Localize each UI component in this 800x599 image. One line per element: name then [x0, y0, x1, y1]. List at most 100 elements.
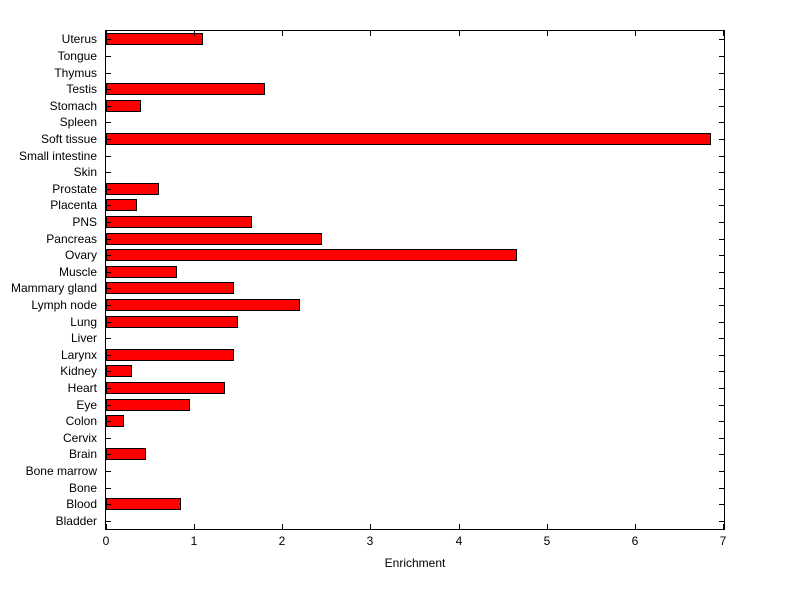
- x-tick-mark: [106, 524, 107, 529]
- y-tick-mark: [719, 73, 724, 74]
- y-tick-mark: [106, 39, 111, 40]
- y-tick-mark: [106, 205, 111, 206]
- y-axis-label-spleen: Spleen: [59, 115, 97, 129]
- y-tick-mark: [719, 438, 724, 439]
- x-tick-label-6: 6: [631, 534, 639, 548]
- x-tick-label-3: 3: [366, 534, 374, 548]
- y-tick-mark: [719, 405, 724, 406]
- y-tick-mark: [719, 272, 724, 273]
- bar-stomach: [106, 100, 141, 112]
- y-axis-label-eye: Eye: [76, 398, 97, 412]
- x-axis-title: Enrichment: [384, 556, 446, 570]
- x-tick-label-0: 0: [102, 534, 110, 548]
- y-tick-mark: [106, 189, 111, 190]
- y-tick-mark: [719, 39, 724, 40]
- x-tick-mark: [106, 31, 107, 36]
- y-axis-label-soft-tissue: Soft tissue: [40, 132, 97, 146]
- x-tick-mark: [635, 524, 636, 529]
- x-tick-label-1: 1: [190, 534, 198, 548]
- x-tick-mark: [723, 524, 724, 529]
- y-tick-mark: [106, 405, 111, 406]
- y-tick-mark: [719, 56, 724, 57]
- x-tick-label-5: 5: [543, 534, 551, 548]
- y-tick-mark: [719, 305, 724, 306]
- y-axis-label-cervix: Cervix: [62, 431, 97, 445]
- y-axis-label-stomach: Stomach: [49, 99, 97, 113]
- x-tick-mark: [282, 524, 283, 529]
- y-axis-label-prostate: Prostate: [52, 182, 97, 196]
- y-axis-label-colon: Colon: [65, 414, 97, 428]
- y-axis-label-kidney: Kidney: [60, 364, 97, 378]
- x-tick-label-7: 7: [719, 534, 727, 548]
- y-tick-mark: [106, 521, 111, 522]
- y-tick-mark: [106, 421, 111, 422]
- y-tick-mark: [719, 122, 724, 123]
- y-tick-mark: [106, 156, 111, 157]
- y-tick-mark: [106, 388, 111, 389]
- y-tick-mark: [106, 139, 111, 140]
- y-tick-mark: [106, 355, 111, 356]
- y-axis-label-uterus: Uterus: [61, 32, 97, 46]
- y-tick-mark: [719, 471, 724, 472]
- y-tick-mark: [719, 454, 724, 455]
- y-axis-label-mammary-gland: Mammary gland: [10, 281, 97, 295]
- y-tick-mark: [106, 89, 111, 90]
- x-axis-tick-labels: 0 1 2 3 4 5 6 7: [103, 534, 727, 550]
- bar-brain: [106, 448, 146, 460]
- y-tick-mark: [719, 288, 724, 289]
- y-tick-mark: [719, 172, 724, 173]
- bar-mammary-gland: [106, 282, 234, 294]
- y-axis-label-lymph-node: Lymph node: [31, 298, 97, 312]
- y-tick-mark: [719, 371, 724, 372]
- y-tick-mark: [106, 222, 111, 223]
- y-axis-label-muscle: Muscle: [58, 265, 97, 279]
- y-tick-mark: [106, 371, 111, 372]
- y-axis-label-bone: Bone: [68, 481, 97, 495]
- bar-eye: [106, 399, 190, 411]
- y-axis-label-larynx: Larynx: [60, 348, 97, 362]
- y-tick-mark: [719, 355, 724, 356]
- y-axis-label-placenta: Placenta: [50, 198, 97, 212]
- y-tick-mark: [106, 338, 111, 339]
- y-axis-label-testis: Testis: [66, 82, 97, 96]
- y-tick-mark: [719, 106, 724, 107]
- y-tick-mark: [106, 438, 111, 439]
- bar-muscle: [106, 266, 177, 278]
- y-axis-label-skin: Skin: [73, 165, 97, 179]
- y-axis-label-bone-marrow: Bone marrow: [25, 464, 97, 478]
- bar-ovary: [106, 249, 517, 261]
- bar-lung: [106, 316, 238, 328]
- y-tick-mark: [719, 388, 724, 389]
- y-axis-label-pns: PNS: [72, 215, 97, 229]
- y-axis-label-tongue: Tongue: [57, 49, 97, 63]
- y-axis-label-brain: Brain: [68, 447, 97, 461]
- y-tick-mark: [106, 255, 111, 256]
- y-axis-label-ovary: Ovary: [64, 248, 97, 262]
- x-tick-mark: [370, 31, 371, 36]
- y-tick-mark: [106, 172, 111, 173]
- y-axis-label-liver: Liver: [70, 331, 97, 345]
- x-tick-mark: [635, 31, 636, 36]
- y-axis-label-thymus: Thymus: [54, 66, 97, 80]
- x-tick-mark: [282, 31, 283, 36]
- y-axis-label-small-intestine: Small intestine: [18, 149, 97, 163]
- y-tick-mark: [106, 305, 111, 306]
- y-tick-mark: [719, 89, 724, 90]
- y-tick-mark: [106, 488, 111, 489]
- y-tick-mark: [719, 488, 724, 489]
- y-tick-mark: [719, 504, 724, 505]
- y-tick-mark: [719, 139, 724, 140]
- x-tick-mark: [194, 524, 195, 529]
- bar-larynx: [106, 349, 234, 361]
- bar-heart: [106, 382, 225, 394]
- y-tick-mark: [106, 322, 111, 323]
- bar-uterus: [106, 33, 203, 45]
- x-tick-mark: [459, 524, 460, 529]
- y-tick-mark: [106, 272, 111, 273]
- y-axis-label-heart: Heart: [67, 381, 97, 395]
- y-tick-mark: [719, 189, 724, 190]
- y-tick-mark: [106, 239, 111, 240]
- plot-area: [105, 30, 725, 530]
- y-tick-mark: [719, 521, 724, 522]
